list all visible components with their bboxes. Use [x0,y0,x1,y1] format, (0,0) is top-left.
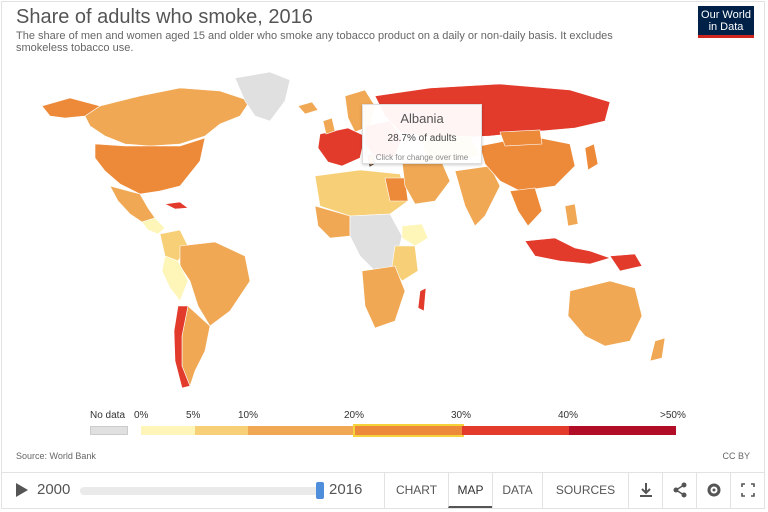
download-icon [640,483,652,497]
legend-bin-0[interactable] [141,426,195,435]
country-india[interactable] [454,165,501,227]
country-central-america[interactable] [141,217,166,235]
country-peru[interactable] [161,255,189,302]
tooltip-hint: Click for change over time [375,153,469,162]
tab-data[interactable]: DATA [492,473,542,508]
legend-tick-2: 10% [238,410,259,421]
country-cuba[interactable] [163,201,189,210]
legend-bin-5[interactable] [569,426,676,435]
legend-tick-5: 40% [558,410,579,421]
country-tooltip: Albania 28.7% of adults Click for change… [362,104,482,164]
country-canada[interactable] [84,87,251,147]
tooltip-value: 28.7% of adults [387,133,457,144]
country-china[interactable] [479,135,576,192]
chart-title: Share of adults who smoke, 2016 [16,6,313,28]
country-indonesia[interactable] [524,237,611,265]
fullscreen-button[interactable] [730,473,764,508]
country-western-europe[interactable] [317,127,366,167]
share-button[interactable] [662,473,696,508]
download-button[interactable] [628,473,662,508]
timeline-end-year: 2016 [329,481,363,498]
country-brazil[interactable] [179,241,251,327]
license-note[interactable]: CC BY [722,451,750,461]
timeline-slider[interactable] [80,487,322,495]
chart-subtitle: The share of men and women aged 15 and o… [16,30,613,54]
legend-tick-1: 5% [186,410,201,421]
settings-icon [707,483,721,497]
logo-line-1: Our World [701,9,751,21]
settings-button[interactable] [696,473,730,508]
country-southeast-asia[interactable] [509,187,543,227]
fullscreen-icon [741,483,755,497]
country-west-africa[interactable] [314,205,351,239]
world-map[interactable] [30,66,690,406]
tab-sources[interactable]: SOURCES [542,473,628,508]
country-usa[interactable] [94,137,206,195]
country-greenland[interactable] [234,71,291,122]
footer-controls: 2000 2016 CHART MAP DATA SOURCES [2,472,764,508]
country-east-africa[interactable] [391,245,419,282]
country-papua[interactable] [609,253,643,272]
legend-tick-6: >50% [660,410,686,421]
tooltip-country-name: Albania [400,111,444,126]
country-iceland[interactable] [297,101,319,115]
timeline-handle[interactable] [316,482,324,499]
legend-bin-3[interactable] [353,424,464,437]
legend-bin-2[interactable] [248,426,355,435]
tab-map[interactable]: MAP [448,473,492,508]
share-icon [673,482,687,498]
country-egypt[interactable] [384,177,409,202]
legend-tick-0: 0% [134,410,149,421]
country-madagascar[interactable] [417,287,427,312]
owid-logo[interactable]: Our World in Data [698,6,754,38]
legend-tick-4: 30% [451,410,472,421]
country-japan[interactable] [584,143,599,171]
legend-bin-4[interactable] [462,426,569,435]
country-uk[interactable] [322,117,336,135]
country-southern-africa[interactable] [361,265,406,329]
timeline-start-year: 2000 [37,481,71,498]
tab-chart[interactable]: CHART [384,473,448,508]
country-chile[interactable] [173,305,191,389]
country-australia[interactable] [567,280,643,347]
legend-no-data-label: No data [90,410,126,421]
play-icon[interactable] [16,483,28,497]
country-philippines[interactable] [564,203,579,227]
country-north-africa[interactable] [314,169,409,217]
country-ethiopia[interactable] [401,223,429,247]
legend-tick-3: 20% [344,410,365,421]
legend-no-data-swatch[interactable] [90,426,128,435]
country-mongolia[interactable] [499,129,543,147]
country-middle-east[interactable] [401,157,451,205]
country-alaska[interactable] [41,97,101,119]
country-new-zealand[interactable] [649,337,666,362]
legend-bin-1[interactable] [195,426,248,435]
logo-line-2: in Data [708,21,744,33]
source-note[interactable]: Source: World Bank [16,451,96,461]
